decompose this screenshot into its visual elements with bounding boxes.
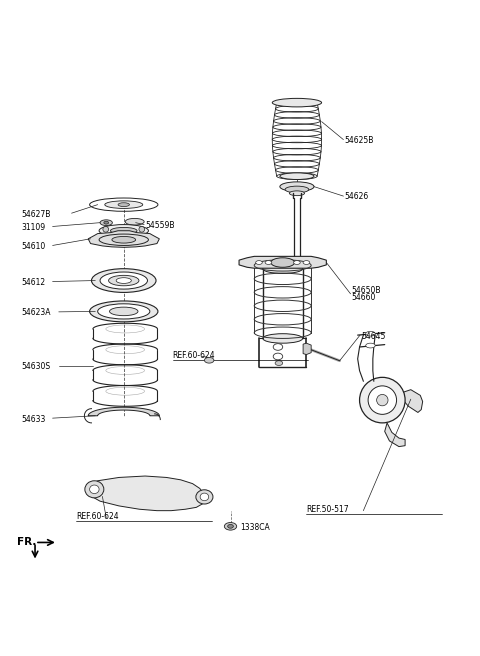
- Text: REF.50-517: REF.50-517: [306, 504, 349, 514]
- Ellipse shape: [92, 269, 156, 293]
- Ellipse shape: [196, 490, 213, 504]
- Ellipse shape: [280, 173, 314, 180]
- Ellipse shape: [366, 343, 375, 348]
- Ellipse shape: [99, 224, 148, 237]
- Text: 54627B: 54627B: [22, 210, 51, 218]
- Polygon shape: [402, 390, 423, 413]
- Polygon shape: [88, 231, 159, 247]
- Ellipse shape: [139, 226, 144, 232]
- Ellipse shape: [275, 361, 283, 365]
- Ellipse shape: [303, 260, 310, 264]
- Text: REF.60-624: REF.60-624: [173, 351, 215, 360]
- Text: 54610: 54610: [22, 242, 46, 251]
- Ellipse shape: [125, 218, 144, 225]
- Ellipse shape: [99, 234, 148, 245]
- Ellipse shape: [289, 191, 304, 195]
- Polygon shape: [87, 476, 207, 510]
- Ellipse shape: [103, 226, 108, 232]
- Ellipse shape: [97, 304, 150, 319]
- Ellipse shape: [116, 277, 132, 283]
- Ellipse shape: [108, 276, 139, 286]
- Text: 54626: 54626: [344, 192, 369, 201]
- Text: FR.: FR.: [17, 537, 36, 548]
- Ellipse shape: [109, 307, 138, 316]
- Ellipse shape: [368, 386, 396, 415]
- Ellipse shape: [100, 220, 112, 226]
- Ellipse shape: [256, 260, 262, 264]
- Ellipse shape: [265, 260, 272, 264]
- Text: 54625B: 54625B: [344, 136, 374, 145]
- Ellipse shape: [263, 334, 302, 343]
- Ellipse shape: [377, 394, 388, 406]
- Ellipse shape: [118, 203, 130, 207]
- Polygon shape: [303, 343, 311, 355]
- Text: 54630S: 54630S: [22, 362, 51, 371]
- Ellipse shape: [104, 221, 108, 224]
- Text: 54633: 54633: [22, 415, 46, 424]
- Text: 54623A: 54623A: [22, 308, 51, 318]
- Text: REF.60-624: REF.60-624: [76, 512, 119, 521]
- Ellipse shape: [105, 201, 143, 209]
- Text: 54645: 54645: [361, 331, 385, 340]
- Ellipse shape: [263, 264, 302, 274]
- Ellipse shape: [280, 182, 314, 192]
- Ellipse shape: [294, 260, 300, 264]
- Ellipse shape: [271, 258, 295, 267]
- Ellipse shape: [285, 186, 309, 193]
- Polygon shape: [384, 423, 405, 447]
- Ellipse shape: [110, 228, 137, 234]
- Ellipse shape: [273, 344, 283, 350]
- Text: 54650B: 54650B: [351, 286, 381, 295]
- Ellipse shape: [228, 524, 233, 528]
- Ellipse shape: [272, 98, 322, 107]
- Ellipse shape: [100, 272, 147, 289]
- Ellipse shape: [200, 493, 209, 501]
- Text: 54660: 54660: [351, 293, 376, 302]
- Polygon shape: [88, 407, 159, 416]
- Ellipse shape: [224, 523, 237, 530]
- Ellipse shape: [366, 331, 375, 336]
- Ellipse shape: [90, 485, 99, 493]
- Ellipse shape: [112, 236, 136, 243]
- Ellipse shape: [204, 358, 214, 363]
- Text: 31109: 31109: [22, 223, 46, 232]
- Ellipse shape: [360, 377, 405, 423]
- Ellipse shape: [90, 301, 158, 322]
- Text: 1338CA: 1338CA: [240, 523, 270, 532]
- Ellipse shape: [85, 481, 104, 498]
- Text: 54559B: 54559B: [145, 221, 175, 230]
- Ellipse shape: [273, 353, 283, 359]
- Polygon shape: [239, 256, 326, 268]
- Text: 54612: 54612: [22, 278, 46, 287]
